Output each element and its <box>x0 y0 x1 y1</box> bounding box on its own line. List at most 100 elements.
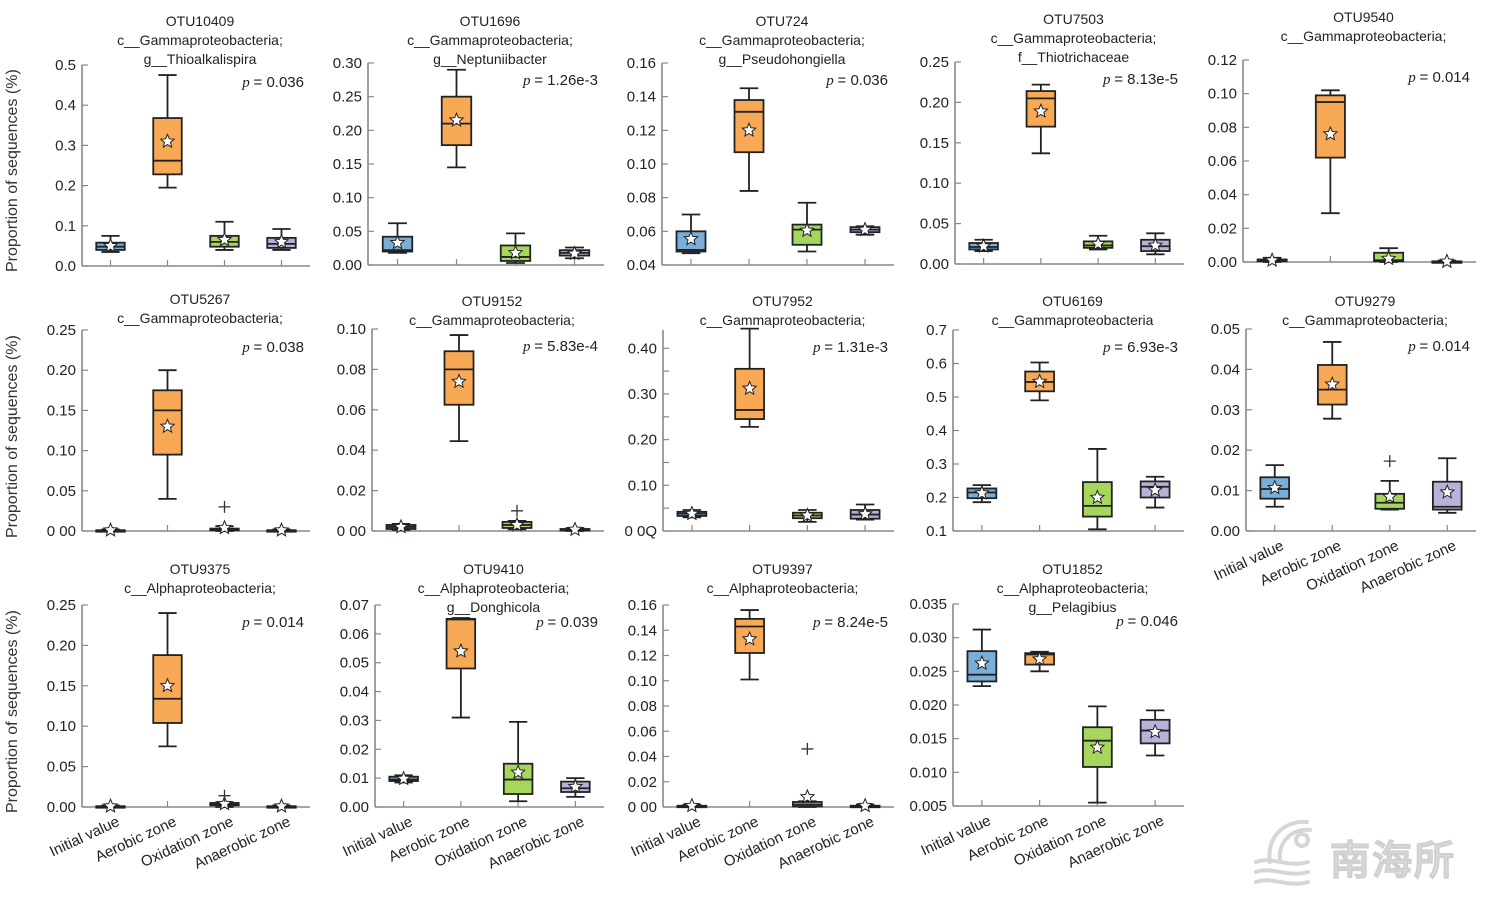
p-value: = 0.036 <box>254 74 304 91</box>
mean-star-marker <box>273 233 290 249</box>
panel-otu724: OTU724 c__Gammaproteobacteria; g__Pseudoho… <box>627 13 894 274</box>
panel-title-line: OTU1852 <box>1042 561 1103 577</box>
mean-star-marker <box>1381 488 1398 504</box>
y-tick-label: 0.00 <box>1208 254 1237 271</box>
y-tick-label: 0.04 <box>340 684 369 701</box>
outlier-marker <box>1383 455 1396 468</box>
mean-star-marker <box>973 484 990 500</box>
mean-star-marker <box>159 418 176 434</box>
panel-title-line: OTU6169 <box>1042 293 1103 309</box>
panel-otu9279: OTU9279 c__Gammaproteobacteria;p = 0.014 0… <box>1211 293 1476 597</box>
y-tick-label: 0.20 <box>47 362 76 379</box>
y-tick-label: 0.01 <box>340 770 369 787</box>
y-tick-label: 0.7 <box>926 322 947 339</box>
box-anaerobic-zone <box>1431 253 1463 269</box>
p-symbol: p <box>535 615 547 631</box>
y-tick-label: 0.4 <box>55 97 76 114</box>
panel-title-line: c__Gammaproteobacteria; <box>117 32 283 48</box>
y-axis-label-row-2: Proportion of sequences (%) <box>4 335 21 538</box>
mean-star-marker <box>975 237 992 253</box>
p-value: = 0.014 <box>254 614 304 631</box>
p-value: = 8.24e-5 <box>824 614 888 631</box>
mean-star-marker <box>102 237 119 253</box>
panel-otu7503: OTU7503 c__Gammaproteobacteria; f__Thiotri… <box>920 11 1184 273</box>
y-tick-label: 0.04 <box>1211 361 1240 378</box>
mean-star-marker <box>683 505 700 521</box>
y-tick-label: 0.10 <box>1208 86 1237 103</box>
box-oxidation-zone <box>502 720 534 803</box>
y-tick-label: 0.25 <box>47 322 76 339</box>
box-oxidation-zone <box>499 232 532 264</box>
mean-star-marker <box>509 516 525 532</box>
box-anaerobic-zone <box>849 503 881 521</box>
box-aerobic-zone <box>733 87 765 192</box>
y-tick-label: 0.05 <box>47 483 76 500</box>
box-anaerobic-zone <box>558 245 591 261</box>
x-tick-label: Anaerobic zone <box>1065 812 1167 871</box>
mean-star-marker <box>1147 481 1164 497</box>
panel-title-line: c__Gammaproteobacteria; <box>700 312 866 328</box>
y-tick-label: 0.02 <box>340 741 369 758</box>
mean-star-marker <box>799 507 816 523</box>
y-tick-label: 0.10 <box>47 443 76 460</box>
p-symbol: p <box>812 340 824 356</box>
panel-title-line: OTU9410 <box>463 561 524 577</box>
box-aerobic-zone <box>445 617 477 719</box>
p-value-label: p = 0.014 <box>241 614 304 631</box>
iqr-box <box>1314 94 1346 159</box>
box-aerobic-zone <box>1024 361 1055 402</box>
y-tick-label: 0.08 <box>337 361 366 378</box>
box-aerobic-zone <box>734 609 765 681</box>
outlier-marker <box>218 789 231 802</box>
box-anaerobic-zone <box>849 221 881 237</box>
p-value-label: p = 8.13e-5 <box>1102 71 1178 88</box>
y-tick-label: 0.15 <box>47 678 76 695</box>
y-tick-label: 0.05 <box>333 223 362 240</box>
p-value-label: p = 0.046 <box>1115 613 1178 630</box>
box-anaerobic-zone <box>1140 232 1171 256</box>
box-aerobic-zone <box>1316 341 1348 420</box>
mean-star-marker <box>389 234 406 250</box>
box-initial-value <box>1259 464 1291 508</box>
x-tick-label: Anaerobic zone <box>192 813 294 872</box>
mean-star-marker <box>567 521 583 537</box>
box-anaerobic-zone <box>849 797 881 813</box>
y-tick-label: 0.5 <box>926 389 947 406</box>
y-tick-label: 0.06 <box>628 723 657 740</box>
y-tick-label: 0.15 <box>920 135 949 152</box>
panel-title-line: c__Alphaproteobacteria; <box>707 580 859 596</box>
panel-title-line: c__Gammaproteobacteria; <box>407 32 573 48</box>
panel-title-line: c__Gammaproteobacteria; <box>699 32 865 48</box>
y-tick-label: 0 00 <box>628 799 657 816</box>
p-value-label: p = 0.014 <box>1407 69 1470 86</box>
box-oxidation-zone <box>209 500 240 535</box>
p-value-label: p = 5.83e-4 <box>522 338 598 355</box>
mean-star-marker <box>1264 252 1281 268</box>
panel-title-line: OTU9152 <box>462 293 523 309</box>
p-value: = 8.13e-5 <box>1114 71 1178 88</box>
box-oxidation-zone <box>792 742 823 808</box>
mean-star-marker <box>1031 373 1048 389</box>
mean-star-marker <box>741 122 757 138</box>
y-tick-label: 0.10 <box>628 477 657 494</box>
y-tick-label: 0.04 <box>628 749 657 766</box>
box-oxidation-zone <box>1082 448 1113 531</box>
mean-star-marker <box>510 764 527 780</box>
mean-star-marker <box>741 630 758 646</box>
y-tick-label: 0.1 <box>55 218 76 235</box>
box-anaerobic-zone <box>1139 709 1171 757</box>
p-value: = 0.014 <box>1420 338 1470 355</box>
y-tick-label: 0.10 <box>628 673 657 690</box>
mean-star-marker <box>741 380 758 396</box>
p-symbol: p <box>522 339 534 355</box>
y-tick-label: 0.06 <box>627 223 656 240</box>
panel-otu9152: OTU9152 c__Gammaproteobacteria;p = 5.83e-… <box>337 293 604 540</box>
panel-title-line: c__Gammaproteobacteria; <box>1281 28 1447 44</box>
p-symbol: p <box>1115 614 1127 630</box>
box-anaerobic-zone <box>560 777 591 798</box>
y-tick-label: 0.12 <box>1208 52 1237 69</box>
y-tick-label: 0.06 <box>1208 153 1237 170</box>
y-tick-label: 0.020 <box>909 697 947 714</box>
box-oxidation-zone <box>1373 247 1405 266</box>
